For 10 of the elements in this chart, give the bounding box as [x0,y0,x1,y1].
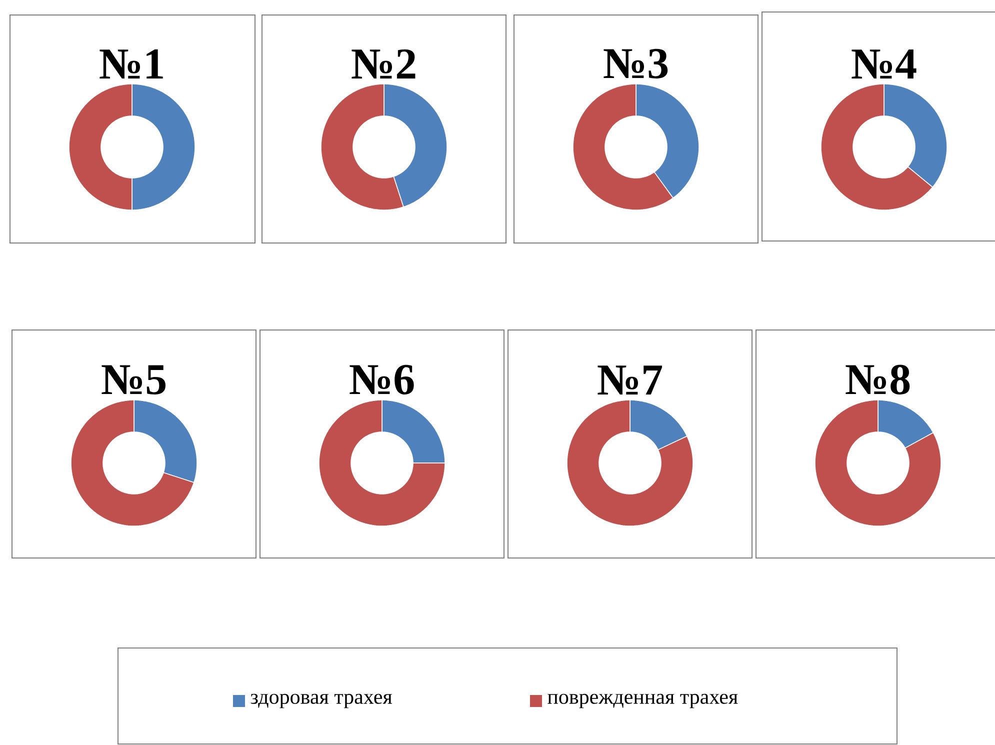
chart-title: №7 [598,366,662,394]
legend-label: здоровая трахея [250,694,392,708]
legend-label: поврежденная трахея [548,694,738,708]
chart-title: №6 [350,364,414,394]
chart-title: №1 [100,49,163,78]
chart-title: №2 [352,49,416,78]
chart-title: №3 [604,48,668,78]
chart-title: №5 [102,365,166,394]
chart-title: №8 [846,364,910,394]
chart-title: №4 [852,50,916,78]
